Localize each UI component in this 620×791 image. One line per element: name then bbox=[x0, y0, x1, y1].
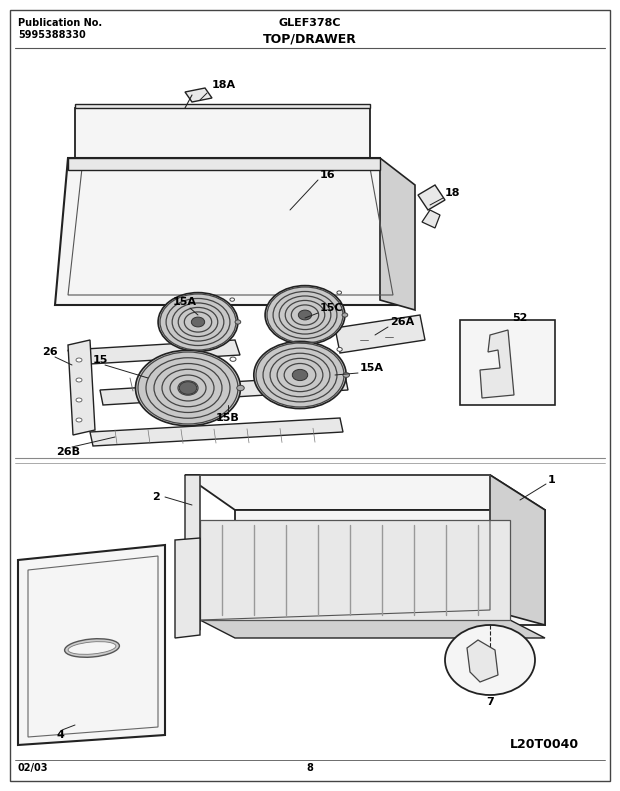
Ellipse shape bbox=[237, 385, 244, 391]
Polygon shape bbox=[175, 538, 200, 638]
Polygon shape bbox=[185, 475, 200, 630]
Text: 8: 8 bbox=[306, 763, 314, 773]
Polygon shape bbox=[75, 108, 370, 158]
Text: 4: 4 bbox=[56, 730, 64, 740]
Ellipse shape bbox=[179, 382, 197, 394]
Polygon shape bbox=[75, 104, 370, 108]
Ellipse shape bbox=[64, 638, 120, 657]
Polygon shape bbox=[68, 340, 240, 365]
Ellipse shape bbox=[192, 317, 205, 327]
Text: TOP/DRAWER: TOP/DRAWER bbox=[263, 32, 357, 45]
Text: 1: 1 bbox=[548, 475, 556, 485]
Ellipse shape bbox=[337, 291, 342, 294]
Ellipse shape bbox=[445, 625, 535, 695]
Polygon shape bbox=[18, 545, 165, 745]
Ellipse shape bbox=[158, 293, 238, 351]
Polygon shape bbox=[55, 158, 405, 305]
Text: 18: 18 bbox=[445, 188, 461, 198]
Text: 7: 7 bbox=[486, 697, 494, 707]
Text: Publication No.: Publication No. bbox=[18, 18, 102, 28]
Polygon shape bbox=[185, 475, 545, 510]
Polygon shape bbox=[90, 418, 343, 446]
Polygon shape bbox=[200, 620, 545, 638]
Text: 15A: 15A bbox=[360, 363, 384, 373]
Ellipse shape bbox=[235, 320, 241, 324]
Polygon shape bbox=[68, 340, 95, 435]
Text: 52: 52 bbox=[512, 313, 528, 323]
Text: 02/03: 02/03 bbox=[18, 763, 48, 773]
Ellipse shape bbox=[136, 350, 241, 426]
Ellipse shape bbox=[68, 642, 116, 654]
Polygon shape bbox=[480, 330, 514, 398]
Ellipse shape bbox=[342, 313, 348, 317]
Text: 18A: 18A bbox=[212, 80, 236, 90]
Ellipse shape bbox=[76, 378, 82, 382]
Polygon shape bbox=[460, 320, 555, 405]
Ellipse shape bbox=[230, 298, 234, 301]
Text: 26B: 26B bbox=[56, 447, 80, 457]
Polygon shape bbox=[490, 475, 545, 625]
Text: 15B: 15B bbox=[216, 413, 240, 423]
Text: 15C: 15C bbox=[320, 303, 343, 313]
Text: GLEF378C: GLEF378C bbox=[279, 18, 341, 28]
Ellipse shape bbox=[265, 286, 345, 344]
Text: 26A: 26A bbox=[390, 317, 414, 327]
Polygon shape bbox=[422, 210, 440, 228]
Polygon shape bbox=[200, 520, 510, 620]
Text: 16: 16 bbox=[320, 170, 335, 180]
Ellipse shape bbox=[76, 398, 82, 402]
Ellipse shape bbox=[76, 418, 82, 422]
Text: 15A: 15A bbox=[173, 297, 197, 307]
Polygon shape bbox=[100, 375, 348, 405]
Polygon shape bbox=[467, 640, 498, 682]
Polygon shape bbox=[235, 510, 545, 625]
Text: 15: 15 bbox=[92, 355, 108, 365]
Ellipse shape bbox=[337, 347, 342, 351]
Text: 5995388330: 5995388330 bbox=[18, 30, 86, 40]
Ellipse shape bbox=[254, 342, 346, 409]
Text: 2: 2 bbox=[153, 492, 160, 502]
Polygon shape bbox=[68, 158, 380, 170]
Text: 26: 26 bbox=[42, 347, 58, 357]
Text: L20T0040: L20T0040 bbox=[510, 738, 579, 751]
Polygon shape bbox=[335, 315, 425, 353]
Polygon shape bbox=[418, 185, 445, 210]
Polygon shape bbox=[380, 158, 415, 310]
Ellipse shape bbox=[343, 373, 350, 377]
Ellipse shape bbox=[230, 357, 236, 361]
Ellipse shape bbox=[298, 310, 312, 320]
Ellipse shape bbox=[76, 358, 82, 362]
Polygon shape bbox=[185, 88, 212, 102]
Ellipse shape bbox=[292, 369, 308, 380]
